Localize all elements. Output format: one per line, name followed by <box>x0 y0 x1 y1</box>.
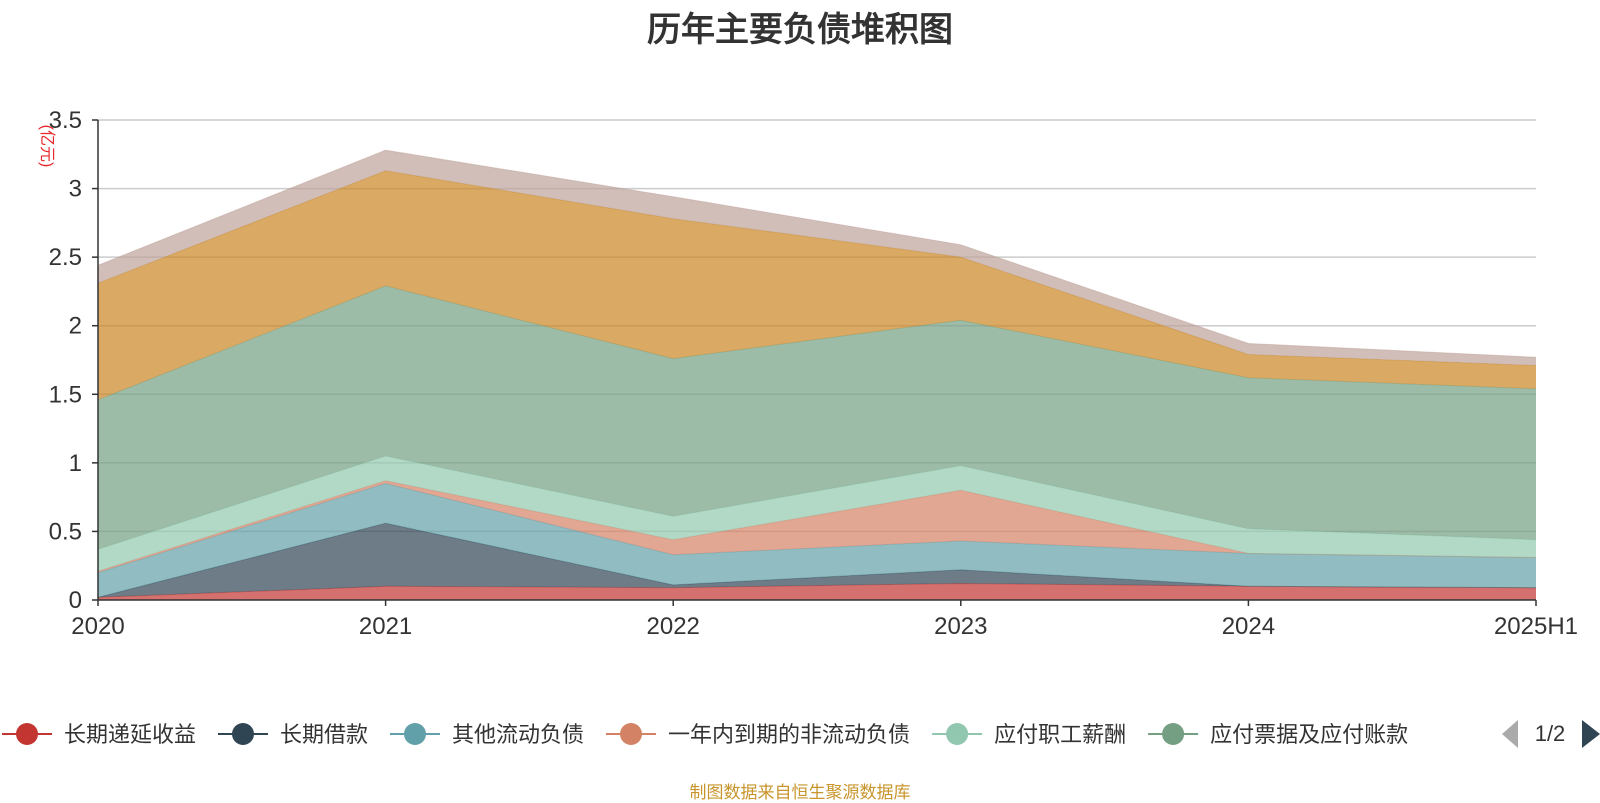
legend-label: 应付职工薪酬 <box>994 722 1126 747</box>
area-series-edge <box>97 149 1537 358</box>
x-tick-label: 2020 <box>71 613 124 640</box>
y-axis-unit-label: (亿元) <box>38 125 56 168</box>
area-series-4[interactable] <box>98 480 1536 573</box>
legend-page-indicator: 1/2 <box>1535 721 1566 746</box>
area-series-6[interactable] <box>98 285 1536 550</box>
legend-prev-arrow-icon[interactable] <box>1502 720 1518 748</box>
legend-item[interactable]: 一年内到期的非流动负债 <box>606 722 910 747</box>
legend-label: 其他流动负债 <box>452 722 584 747</box>
y-tick-label: 3.5 <box>49 107 82 134</box>
area-series-group <box>97 149 1537 601</box>
x-tick-label: 2024 <box>1222 613 1275 640</box>
x-tick-label: 2023 <box>934 613 987 640</box>
y-tick-label: 0.5 <box>49 518 82 545</box>
y-tick-label: 0 <box>69 587 82 614</box>
legend: 长期递延收益 长期借款 其他流动负债 一年内到期的非流动负债 应付职工薪酬 应付票据及应付… <box>2 722 1408 747</box>
legend-marker-icon <box>946 723 969 745</box>
legend-item[interactable]: 应付票据及应付账款 <box>1148 722 1408 747</box>
legend-label: 应付票据及应付账款 <box>1210 722 1408 747</box>
legend-item[interactable]: 其他流动负债 <box>390 722 584 747</box>
legend-label: 长期借款 <box>280 722 368 747</box>
x-tick-label: 2025H1 <box>1494 613 1578 640</box>
legend-marker-icon <box>404 723 426 745</box>
y-tick-label: 3 <box>69 176 82 203</box>
legend-label: 长期递延收益 <box>64 722 196 747</box>
y-tick-label: 1 <box>69 450 82 477</box>
legend-marker-icon <box>620 723 642 745</box>
x-tick-label: 2022 <box>647 613 700 640</box>
legend-label: 一年内到期的非流动负债 <box>668 722 910 747</box>
y-tick-label: 1.5 <box>49 381 82 408</box>
legend-item[interactable]: 应付职工薪酬 <box>932 722 1126 747</box>
area-series-7[interactable] <box>98 170 1536 400</box>
area-series-3[interactable] <box>98 483 1536 598</box>
y-tick-label: 2 <box>69 313 82 340</box>
legend-next-arrow-icon[interactable] <box>1582 720 1600 748</box>
y-tick-label: 2.5 <box>49 244 82 271</box>
x-tick-label: 2021 <box>359 613 412 640</box>
legend-marker-icon <box>1162 723 1185 745</box>
chart-title: 历年主要负债堆积图 <box>647 11 953 49</box>
legend-marker-icon <box>232 723 254 745</box>
legend-item[interactable]: 长期借款 <box>218 722 368 747</box>
data-source-note: 制图数据来自恒生聚源数据库 <box>689 783 911 802</box>
legend-item[interactable]: 长期递延收益 <box>2 722 196 747</box>
area-series-1[interactable] <box>98 583 1536 601</box>
axes: 0 0.5 1 1.5 2 2.5 3 3.5 2020 2021 2022 2023 2024 2025… <box>49 107 1578 640</box>
area-series-5[interactable] <box>98 456 1536 572</box>
legend-marker-icon <box>16 723 38 745</box>
legend-pager: 1/2 <box>1502 720 1600 748</box>
area-series-2[interactable] <box>98 523 1536 598</box>
